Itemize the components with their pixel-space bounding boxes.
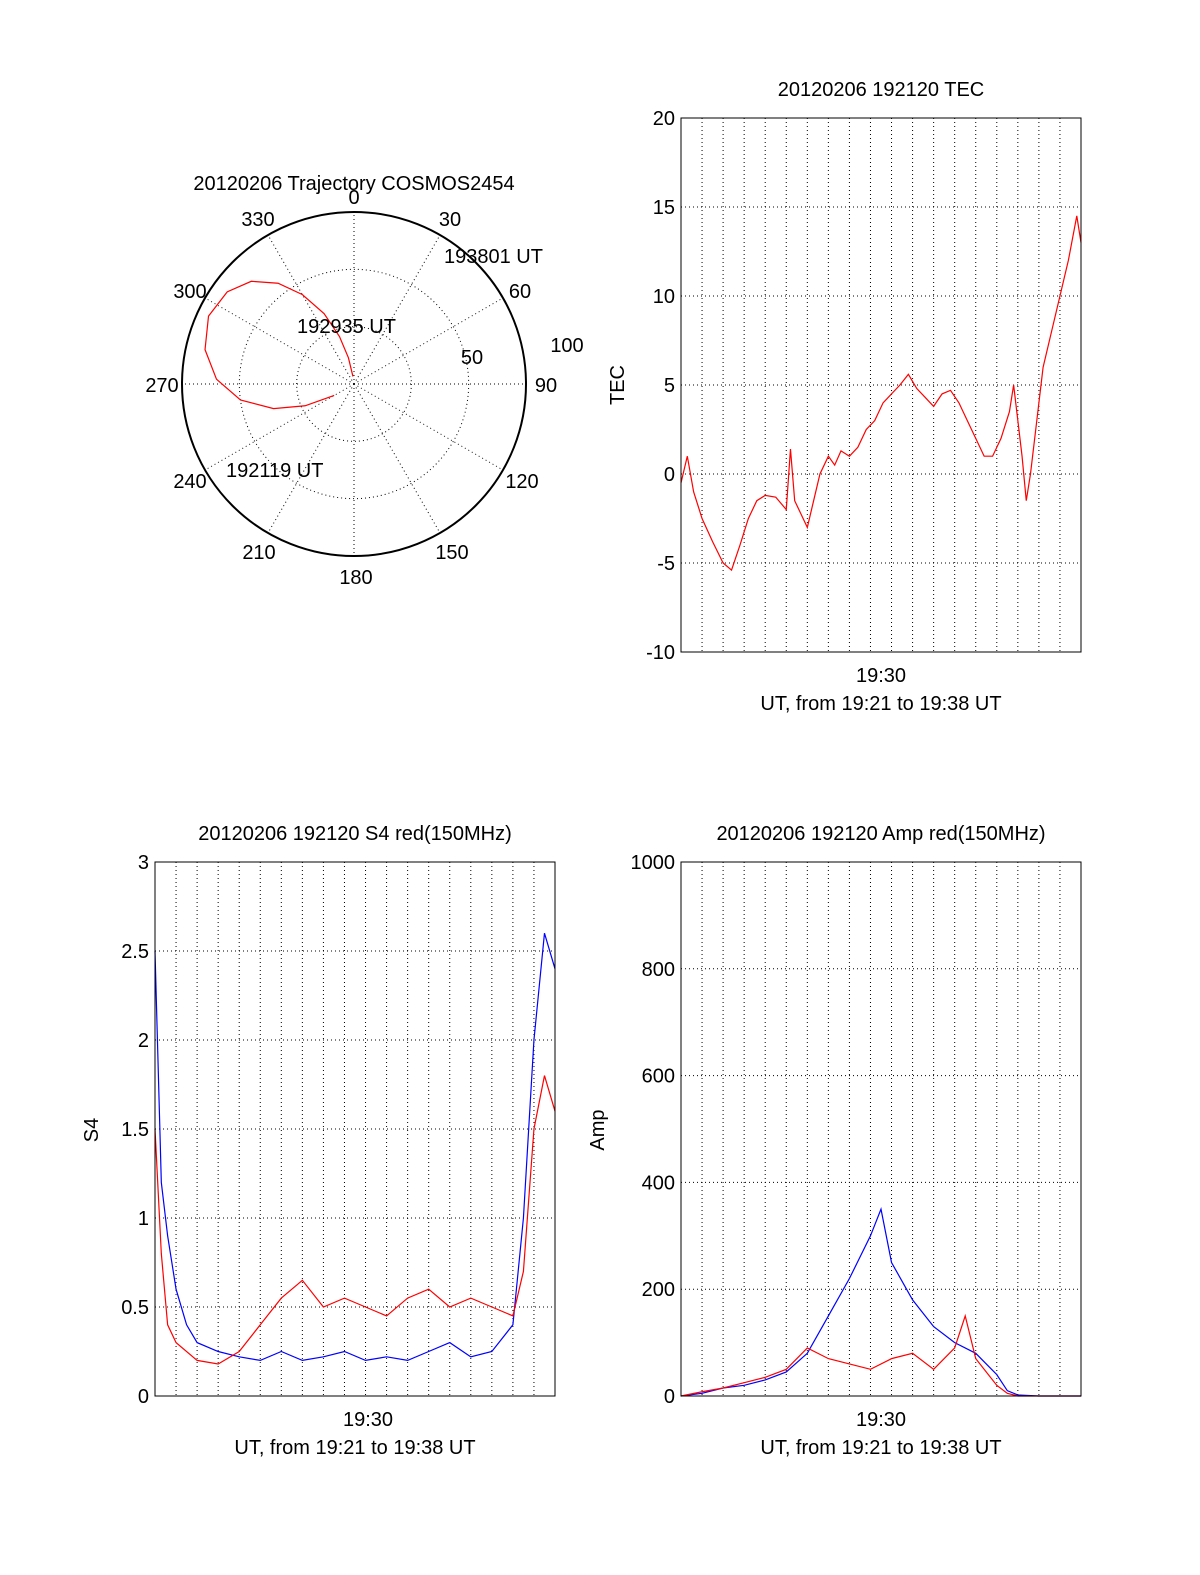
amp-xlabel: UT, from 19:21 to 19:38 UT xyxy=(760,1437,1001,1459)
amp-series-blue-line xyxy=(680,1206,1081,1397)
amp-ytick-label-4: 200 xyxy=(642,1279,675,1301)
tec-series-red-line xyxy=(680,215,1082,572)
tec-ytick-label-1: 15 xyxy=(653,197,675,219)
polar-spoke-150 xyxy=(353,383,441,534)
s4-chart-title: 20120206 192120 S4 red(150MHz) xyxy=(198,823,512,845)
polar-angle-label-120: 120 xyxy=(505,471,538,493)
s4-plot-frame xyxy=(154,861,556,1397)
tec-chart-title: 20120206 192120 TEC xyxy=(778,79,984,101)
tec-ytick-label-5: -5 xyxy=(657,553,675,575)
amp-chart: 20120206 192120 Amp red(150MHz) Amp 19:3… xyxy=(587,823,1082,1459)
amp-ytick-label-0: 1000 xyxy=(631,852,676,874)
s4-series-blue-line xyxy=(154,933,556,1362)
polar-angle-label-90: 90 xyxy=(535,375,557,397)
polar-angle-label-30: 30 xyxy=(439,209,461,231)
polar-spoke-210 xyxy=(267,383,355,534)
polar-angle-label-0: 0 xyxy=(348,187,359,209)
polar-angle-label-150: 150 xyxy=(435,542,468,564)
polar-spoke-330 xyxy=(267,234,355,385)
s4-ytick-label-6: 0 xyxy=(138,1386,149,1408)
amp-ytick-label-1: 800 xyxy=(642,959,675,981)
s4-chart: 20120206 192120 S4 red(150MHz) S4 19:30 … xyxy=(81,823,556,1459)
s4-ytick-label-0: 3 xyxy=(138,852,149,874)
tec-ytick-label-4: 0 xyxy=(664,464,675,486)
polar-radius-label-100: 100 xyxy=(550,335,583,357)
s4-ytick-label-5: 0.5 xyxy=(121,1297,149,1319)
polar-angle-labels: 0 30 60 90 120 150 180 210 240 270 300 330 xyxy=(145,187,557,589)
polar-angle-label-330: 330 xyxy=(241,209,274,231)
polar-spoke-240 xyxy=(204,383,355,471)
s4-ylabel: S4 xyxy=(81,1118,103,1142)
amp-ylabel: Amp xyxy=(587,1109,609,1150)
polar-angle-label-60: 60 xyxy=(509,281,531,303)
tec-ytick-label-2: 10 xyxy=(653,286,675,308)
polar-angle-label-240: 240 xyxy=(173,471,206,493)
tec-xtick-1930: 19:30 xyxy=(856,665,906,687)
tec-xlabel: UT, from 19:21 to 19:38 UT xyxy=(760,693,1001,715)
polar-spoke-120 xyxy=(353,383,504,471)
amp-ytick-label-2: 600 xyxy=(642,1066,675,1088)
polar-radius-labels: 50 100 xyxy=(461,335,584,369)
s4-xtick-1930: 19:30 xyxy=(343,1409,393,1431)
polar-radius-label-50: 50 xyxy=(461,347,483,369)
annotation-192119: 192119 UT xyxy=(226,460,323,482)
polar-angle-label-300: 300 xyxy=(173,281,206,303)
polar-trajectory xyxy=(204,280,354,410)
polar-angle-label-210: 210 xyxy=(242,542,275,564)
tec-ytick-label-3: 5 xyxy=(664,375,675,397)
polar-trajectory-chart: 20120206 Trajectory COSMOS2454 0 30 60 90 12… xyxy=(145,173,583,589)
annotation-192935: 192935 UT xyxy=(297,316,396,338)
s4-ytick-label-3: 1.5 xyxy=(121,1119,149,1141)
tec-ytick-label-0: 20 xyxy=(653,108,675,130)
polar-chart-title: 20120206 Trajectory COSMOS2454 xyxy=(193,173,514,195)
polar-spoke-60 xyxy=(353,297,504,385)
polar-outer-ring xyxy=(181,211,527,557)
tec-ytick-label-6: -10 xyxy=(646,642,675,664)
s4-ytick-label-2: 2 xyxy=(138,1030,149,1052)
s4-xlabel: UT, from 19:21 to 19:38 UT xyxy=(234,1437,475,1459)
tec-chart: 20120206 192120 TEC TEC 19:30 UT, from 1… xyxy=(607,79,1082,715)
amp-series-red-line xyxy=(680,1313,1081,1397)
tec-ylabel: TEC xyxy=(607,365,629,405)
polar-angle-label-270: 270 xyxy=(145,375,178,397)
amp-ytick-label-3: 400 xyxy=(642,1172,675,1194)
s4-ytick-label-1: 2.5 xyxy=(121,941,149,963)
amp-xtick-1930: 19:30 xyxy=(856,1409,906,1431)
annotation-193801: 193801 UT xyxy=(444,246,543,268)
amp-plot-frame xyxy=(680,861,1082,1397)
amp-chart-title: 20120206 192120 Amp red(150MHz) xyxy=(716,823,1045,845)
polar-angle-label-180: 180 xyxy=(339,567,372,589)
s4-series-red-line xyxy=(154,1075,556,1365)
tec-plot-frame xyxy=(680,117,1082,653)
polar-ring-1 xyxy=(296,326,412,442)
amp-ytick-label-5: 0 xyxy=(664,1386,675,1408)
polar-grid xyxy=(181,211,527,557)
polar-spoke-30 xyxy=(353,234,441,385)
polar-spoke-300 xyxy=(204,297,355,385)
polar-trajectory-line xyxy=(204,280,354,410)
s4-ytick-label-4: 1 xyxy=(138,1208,149,1230)
